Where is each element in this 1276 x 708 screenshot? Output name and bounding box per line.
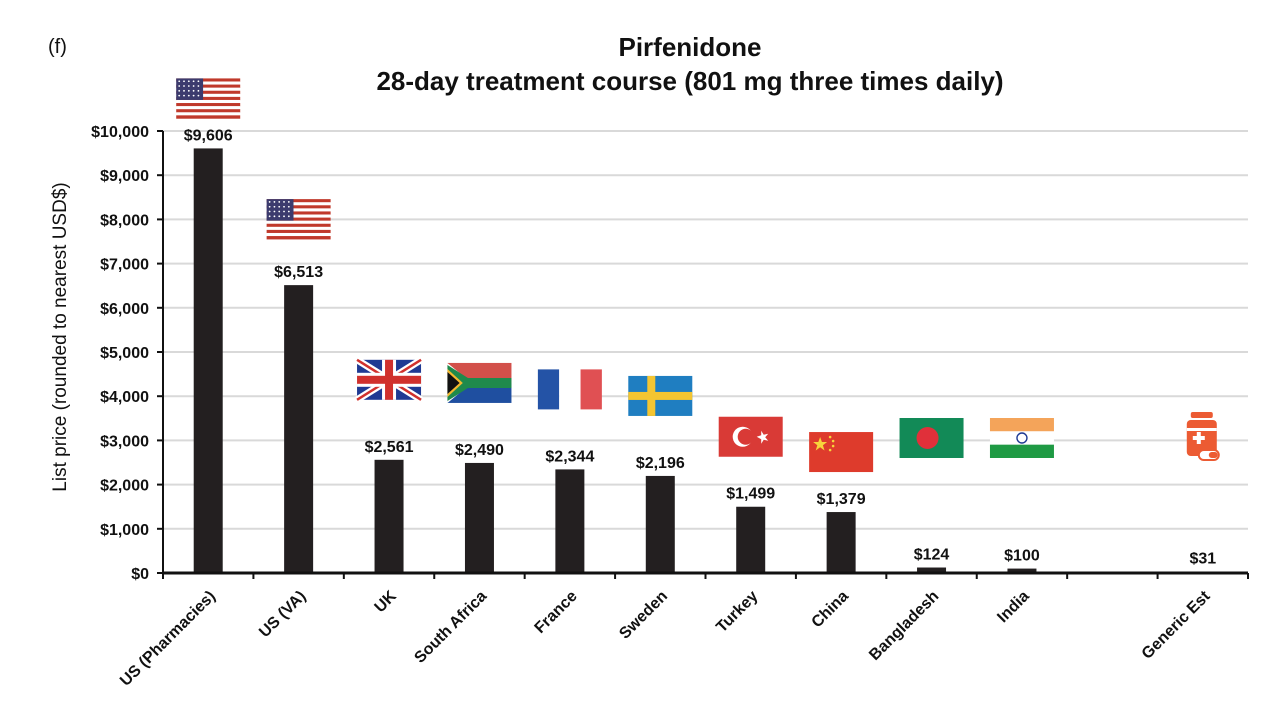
y-tick-label: $4,000 [100,389,149,406]
sweden-flag-icon [628,375,693,416]
bar [464,462,494,573]
y-tick-label: $5,000 [100,345,149,362]
india-flag-icon [989,418,1054,458]
x-axis: US (Pharmacies) US (VA) UK South Africa Fran… [117,571,1249,690]
gridlines [163,130,1248,530]
y-tick-label: $9,000 [100,168,149,185]
x-tick-label: Sweden [616,588,671,643]
y-tick-label: $8,000 [100,212,149,229]
bar [645,475,675,573]
y-tick-label: $10,000 [91,124,149,141]
x-tick-label: China [808,588,852,632]
bar [555,469,585,573]
bar [1007,568,1037,573]
value-label: $9,606 [184,127,233,144]
bar [374,459,404,573]
y-tick-label: $1,000 [100,522,149,539]
value-label: $2,196 [636,455,685,472]
y-tick-label: $3,000 [100,433,149,450]
value-label: $1,379 [817,491,866,508]
bar [736,506,766,573]
us-flag-icon [176,78,241,119]
value-labels: $9,606 $6,513 $2,561 $2,490 $2,344 $2,196 $1,4… [184,127,1216,567]
bar [917,567,947,573]
value-label: $100 [1004,548,1040,565]
chart-title: Pirfenidone [618,32,762,62]
bar [826,512,856,573]
value-label: $2,490 [455,442,504,459]
flags [176,78,1220,473]
value-label: $2,344 [545,448,594,465]
y-axis-label: List price (rounded to nearest USD$) [50,182,71,491]
bar [284,285,314,573]
y-axis: $0 $1,000 $2,000 $3,000 $4,000 $5,000 $6,000 $7… [91,124,164,583]
chart-subtitle: 28-day treatment course (801 mg three ti… [376,66,1004,96]
x-tick-label: Generic Est [1139,587,1214,662]
y-tick-label: $0 [131,566,149,583]
france-flag-icon [537,369,602,410]
uk-flag-icon [355,356,423,403]
pill-bottle-icon [1186,412,1220,461]
bar [193,148,223,573]
bangladesh-flag-icon [899,418,964,458]
turkey-flag-icon [718,416,783,457]
value-label: $6,513 [274,264,323,281]
x-tick-label: Turkey [713,588,761,636]
china-flag-icon [809,432,874,473]
value-label: $2,561 [365,439,414,456]
us-flag-icon [266,199,331,240]
x-tick-label: India [994,588,1032,626]
x-tick-label: US (VA) [256,588,309,641]
x-tick-label: Bangladesh [866,588,942,664]
y-tick-label: $2,000 [100,478,149,495]
x-tick-label: US (Pharmacies) [117,588,219,690]
value-label: $124 [914,547,950,564]
y-tick-label: $6,000 [100,301,149,318]
value-label: $1,499 [726,486,775,503]
value-label: $31 [1189,551,1216,568]
y-tick-label: $7,000 [100,257,149,274]
south-africa-flag-icon [447,362,512,403]
bars [193,148,1218,573]
x-tick-label: UK [372,587,401,616]
x-tick-label: France [532,588,581,637]
panel-label: (f) [48,36,67,58]
x-tick-label: South Africa [411,588,490,667]
